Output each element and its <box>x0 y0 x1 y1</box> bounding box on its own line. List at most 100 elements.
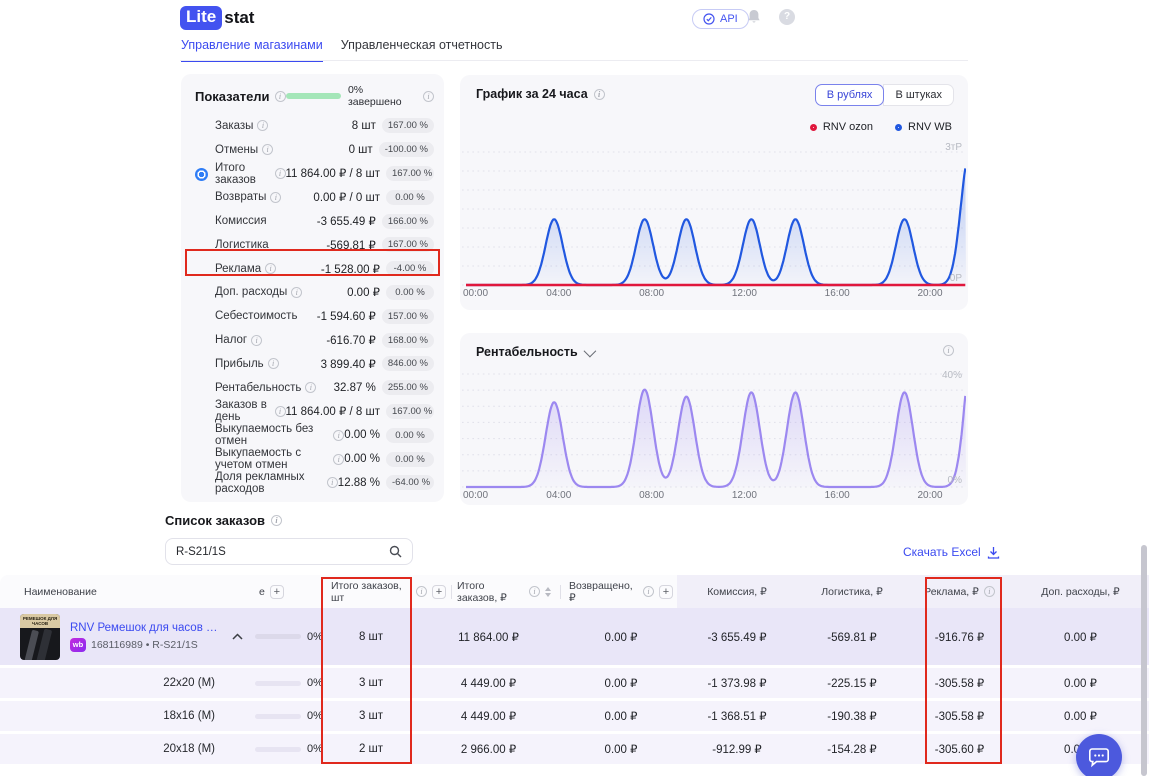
info-icon[interactable] <box>423 91 434 102</box>
table-row-size[interactable]: 22x20 (M) 0% 3 шт 4 449.00 ₽ 0.00 ₽ -1 3… <box>0 668 1149 698</box>
col-header-extra[interactable]: Доп. расходы, ₽ <box>1012 575 1149 608</box>
thumb-label: РЕМЕШОК ДЛЯ ЧАСОВ <box>20 614 60 629</box>
metric-row-ads: Реклама-1 528.00 ₽-4.00 % <box>195 257 434 281</box>
metric-label: Итого заказов <box>215 162 271 186</box>
chevron-down-icon[interactable] <box>583 344 596 357</box>
add-column-button[interactable] <box>432 585 446 599</box>
info-icon[interactable] <box>251 335 262 346</box>
info-icon[interactable] <box>416 586 427 597</box>
commission-cell: -912.99 ₽ <box>677 742 797 756</box>
metric-value: 12.88 % <box>338 477 380 489</box>
ads-cell: -916.76 ₽ <box>907 630 1012 644</box>
radio-selected-icon[interactable] <box>195 168 208 181</box>
margin-chart-card: Рентабельность 00:0004:0008:0012:0016:00… <box>460 333 968 505</box>
info-icon[interactable] <box>262 144 273 155</box>
legend-label: RNV ozon <box>823 121 873 133</box>
info-icon[interactable] <box>271 515 282 526</box>
metric-row-logistics: Логистика-569.81 ₽167.00 % <box>195 233 434 257</box>
add-column-button[interactable] <box>270 585 284 599</box>
metric-row-profit: Прибыль3 899.40 ₽846.00 % <box>195 352 434 376</box>
metric-row-commission: Комиссия-3 655.49 ₽166.00 % <box>195 209 434 233</box>
info-icon[interactable] <box>270 192 281 203</box>
col-header-name[interactable]: Наименование <box>0 575 255 608</box>
info-icon[interactable] <box>643 586 654 597</box>
chat-bubble-icon <box>1088 746 1110 768</box>
metric-value: -1 528.00 ₽ <box>321 262 380 276</box>
logistics-cell: -569.81 ₽ <box>797 630 907 644</box>
api-badge[interactable]: API <box>692 9 749 29</box>
tab-management-reporting[interactable]: Управленческая отчетность <box>341 38 503 62</box>
info-icon[interactable] <box>594 89 605 100</box>
qty-cell: 3 шт <box>322 710 412 722</box>
info-icon[interactable] <box>333 454 344 465</box>
total-cell: 4 449.00 ₽ <box>412 709 565 723</box>
commission-cell: -1 373.98 ₽ <box>677 676 797 690</box>
metric-badge: 157.00 % <box>382 309 434 324</box>
help-icon[interactable]: ? <box>779 9 795 25</box>
search-input[interactable] <box>176 546 389 558</box>
qty-cell: 8 шт <box>322 631 412 643</box>
metric-value: 8 шт <box>352 120 376 132</box>
total-cell: 2 966.00 ₽ <box>412 742 565 756</box>
search-icon[interactable] <box>389 545 402 558</box>
info-icon[interactable] <box>275 168 286 179</box>
col-header-qty[interactable]: Итого заказов, шт <box>322 575 412 608</box>
metric-value: 0.00 % <box>344 429 380 441</box>
info-icon[interactable] <box>257 120 268 131</box>
metric-label: Выкупаемость с учетом отмен <box>215 447 329 471</box>
sort-icon[interactable] <box>545 587 551 597</box>
table-row-size[interactable]: 18x16 (M) 0% 3 шт 4 449.00 ₽ 0.00 ₽ -1 3… <box>0 701 1149 731</box>
legend-rnv-ozon[interactable]: RNV ozon <box>810 121 873 133</box>
metric-value: 0.00 ₽ / 0 шт <box>313 190 380 204</box>
col-header-total-label[interactable]: Итого заказов, ₽ <box>457 580 524 604</box>
col-header-returned-label[interactable]: Возвращено, ₽ <box>569 580 638 604</box>
metric-badge: 167.00 % <box>382 118 434 133</box>
chart-24h-title: График за 24 часа <box>476 87 588 101</box>
info-icon[interactable] <box>529 586 540 597</box>
chat-button[interactable] <box>1076 734 1122 776</box>
download-excel-label: Скачать Excel <box>903 545 981 559</box>
info-icon[interactable] <box>275 406 286 417</box>
info-icon[interactable] <box>327 477 338 488</box>
metric-label: Прибыль <box>215 358 264 370</box>
table-row-size[interactable]: 20x18 (M) 0% 2 шт 2 966.00 ₽ 0.00 ₽ -912… <box>0 734 1149 764</box>
info-icon[interactable] <box>333 430 344 441</box>
download-excel-link[interactable]: Скачать Excel <box>903 545 1000 559</box>
info-icon[interactable] <box>984 586 995 597</box>
metric-label: Доп. расходы <box>215 286 287 298</box>
metric-label: Рентабельность <box>215 382 301 394</box>
info-icon[interactable] <box>943 345 954 356</box>
col-header-logistics[interactable]: Логистика, ₽ <box>797 575 907 608</box>
metric-label: Возвраты <box>215 191 266 203</box>
svg-text:0%: 0% <box>948 475 963 486</box>
info-icon[interactable] <box>275 91 286 102</box>
add-column-button[interactable] <box>659 585 673 599</box>
legend-rnv-wb[interactable]: RNV WB <box>895 121 952 133</box>
collapse-chevron-icon[interactable] <box>232 633 243 640</box>
tab-store-management[interactable]: Управление магазинами <box>181 38 323 62</box>
metric-value: 11 864.00 ₽ / 8 шт <box>286 404 381 418</box>
app-logo[interactable]: Litestat <box>180 6 254 30</box>
info-icon[interactable] <box>291 287 302 298</box>
table-row-product[interactable]: РЕМЕШОК ДЛЯ ЧАСОВ RNV Ремешок для часов … <box>0 608 1149 665</box>
vertical-scrollbar[interactable] <box>1141 545 1147 776</box>
info-icon[interactable] <box>265 263 276 274</box>
bell-icon[interactable] <box>745 8 763 26</box>
unit-toggle: В рублях В штуках <box>815 84 954 106</box>
metrics-panel: Показатели 0% завершено Заказы8 шт167.00… <box>181 74 444 502</box>
svg-text:20:00: 20:00 <box>917 288 942 299</box>
toggle-units-button[interactable]: В штуках <box>883 84 954 106</box>
main-tabs: Управление магазинами Управленческая отч… <box>181 38 502 62</box>
product-link[interactable]: RNV Ремешок для часов кожа... <box>70 622 218 634</box>
info-icon[interactable] <box>305 382 316 393</box>
svg-text:04:00: 04:00 <box>546 288 571 299</box>
metric-row-total-orders: Итого заказов11 864.00 ₽ / 8 шт167.00 % <box>195 162 434 186</box>
toggle-rubles-button[interactable]: В рублях <box>815 84 885 106</box>
col-header-commission[interactable]: Комиссия, ₽ <box>677 575 797 608</box>
col-header-ads-label[interactable]: Реклама, ₽ <box>924 586 979 598</box>
metric-row-buyout-no-cancel: Выкупаемость без отмен0.00 %0.00 % <box>195 423 434 447</box>
info-icon[interactable] <box>268 358 279 369</box>
metric-badge: -4.00 % <box>386 261 434 276</box>
returned-cell: 0.00 ₽ <box>565 630 677 644</box>
svg-text:40%: 40% <box>942 370 962 381</box>
